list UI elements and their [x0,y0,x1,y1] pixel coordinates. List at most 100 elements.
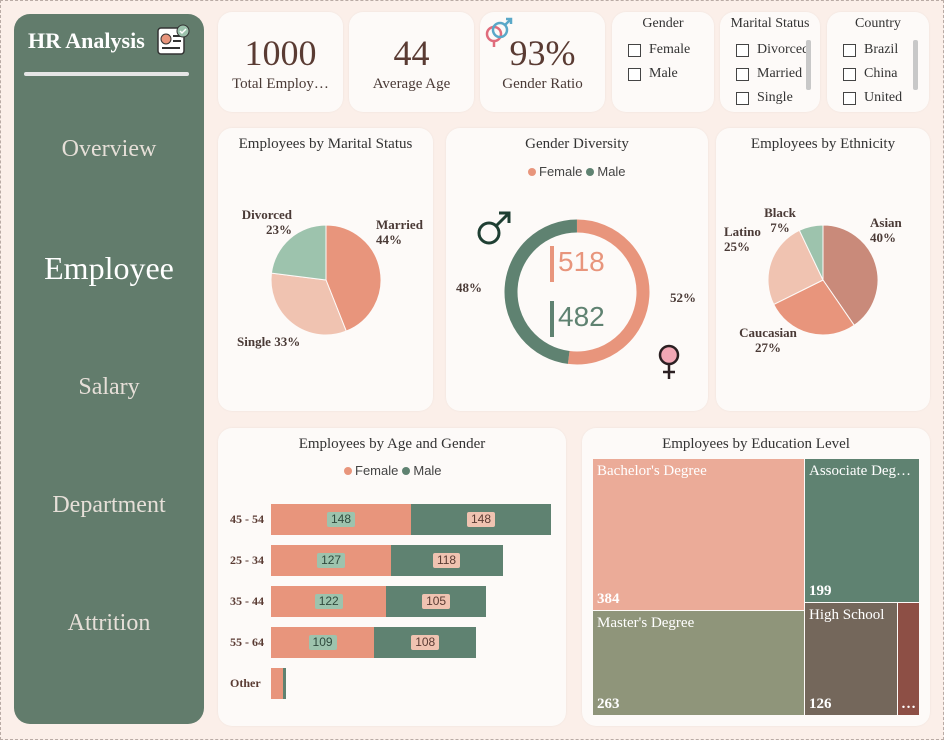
slicer-option-female[interactable]: Female [628,42,690,58]
label-latino: Latino 25% [724,224,761,254]
legend-swatch-female [528,167,536,176]
chart-legend: Female Male [344,463,442,478]
chart-legend: Female Male [528,164,626,179]
bar-category-label: Other [230,676,261,690]
chart-title: Employees by Age and Gender [298,436,486,452]
bar-value-female: 109 [308,635,337,650]
legend-label: Female [539,164,583,179]
ethnicity-pie [767,224,879,336]
tile-masters[interactable]: Master's Degree 263 [593,611,804,715]
pie-slice-latino[interactable] [767,229,824,306]
sidebar: HR Analysis Overview Employee Salary Dep… [14,14,204,724]
tile-name: Bachelor's Degree [597,463,707,479]
checkbox[interactable] [843,91,856,105]
checkbox[interactable] [736,91,749,105]
kpi-value: 44 [393,33,430,73]
bar-female[interactable] [271,668,284,699]
bar-male[interactable] [283,668,287,699]
pie-slice-asian[interactable] [822,224,879,326]
checkbox[interactable] [843,43,856,57]
slicer-option-married[interactable]: Married [736,66,802,82]
app-title: HR Analysis [28,28,145,53]
gender-symbols-icon [485,17,513,47]
checkbox[interactable] [736,67,749,81]
pie-slice-divorced[interactable] [270,224,327,281]
option-label: Brazil [864,42,899,57]
gender-donut [504,219,650,365]
label-male-pct: 48% [456,280,482,295]
bar-category-label: 25 - 34 [230,553,264,567]
slicer-option-brazil[interactable]: Brazil [843,42,898,58]
checkbox[interactable] [843,67,856,81]
nav-employee[interactable]: Employee [44,250,174,286]
label-caucasian: Caucasian 27% [739,325,797,355]
pie-slice-black[interactable] [798,224,824,281]
slicer-option-divorced[interactable]: Divorced [736,42,809,58]
slicer-scrollbar[interactable] [913,40,918,90]
tile-bachelors[interactable]: Bachelor's Degree 384 [593,459,804,610]
slicer-title: Marital Status [730,16,810,31]
slicer-title: Country [855,16,901,31]
tile-value: 126 [809,696,832,712]
bar-value-male: 108 [411,635,440,650]
tile-name: Master's Degree [597,615,695,631]
legend-swatch-male [586,167,595,176]
nav-overview[interactable]: Overview [61,136,157,162]
bar-category-label: 35 - 44 [230,594,264,608]
male-count: 482 [558,301,605,332]
male-symbol-icon [477,211,511,245]
slicer-scrollbar[interactable] [806,40,811,90]
kpi-label: Average Age [372,76,451,92]
legend-label: Male [413,463,442,478]
bar-value-male: 148 [467,512,496,527]
marital-status-slicer: Marital Status Divorced Married Single [720,12,820,112]
kpi-gender-ratio: 93% Gender Ratio [480,12,605,112]
chart-title: Employees by Education Level [662,436,850,452]
tile-other[interactable]: … [898,603,919,715]
bar-category-label: 55 - 64 [230,635,264,649]
nav-attrition[interactable]: Attrition [67,610,151,636]
tile-associate[interactable]: Associate Deg… 199 [805,459,919,602]
checkbox[interactable] [736,43,749,57]
donut-segment-female[interactable] [567,219,650,365]
slicer-option-single[interactable]: Single [736,90,793,106]
chart-title: Employees by Ethnicity [750,136,896,152]
donut-segment-male[interactable] [504,219,578,364]
pie-slice-single[interactable] [270,272,347,336]
tile-value: 199 [809,583,832,599]
female-symbol-icon [658,344,680,379]
pie-slice-married[interactable] [325,224,382,332]
checkbox[interactable] [628,67,641,81]
slicer-option-male[interactable]: Male [628,66,678,82]
option-label: Divorced [757,42,810,57]
bar-value-male: 105 [422,594,451,609]
option-label: Single [757,90,793,105]
label-married: Married 44% [376,217,423,247]
nav-salary[interactable]: Salary [78,374,140,400]
bar-value-female: 148 [327,512,356,527]
legend-swatch-male [402,466,411,475]
label-single: Single 33% [237,334,301,349]
nav-department[interactable]: Department [52,492,166,518]
tile-name: High School [809,607,885,623]
option-label: Male [649,66,678,81]
gender-slicer: Gender Female Male [612,12,714,112]
female-count-marker [550,246,554,282]
bar-value-male: 118 [432,553,461,568]
pie-slice-caucasian[interactable] [773,279,855,336]
option-label: United [864,90,903,105]
legend-swatch-female [344,466,352,475]
tile-high-school[interactable]: High School 126 [805,603,897,715]
male-count-marker [550,301,554,337]
kpi-total-employees: 1000 Total Employ… [218,12,343,112]
slicer-option-china[interactable]: China [843,66,897,82]
chart-title: Employees by Marital Status [238,136,413,152]
kpi-average-age: 44 Average Age [349,12,474,112]
slicer-option-united[interactable]: United [843,90,902,106]
label-divorced: Divorced 23% [241,207,292,237]
option-label: Married [757,66,803,81]
option-label: China [864,66,898,81]
checkbox[interactable] [628,43,641,57]
label-asian: Asian 40% [870,215,902,245]
tile-name: Associate Deg… [809,463,912,479]
